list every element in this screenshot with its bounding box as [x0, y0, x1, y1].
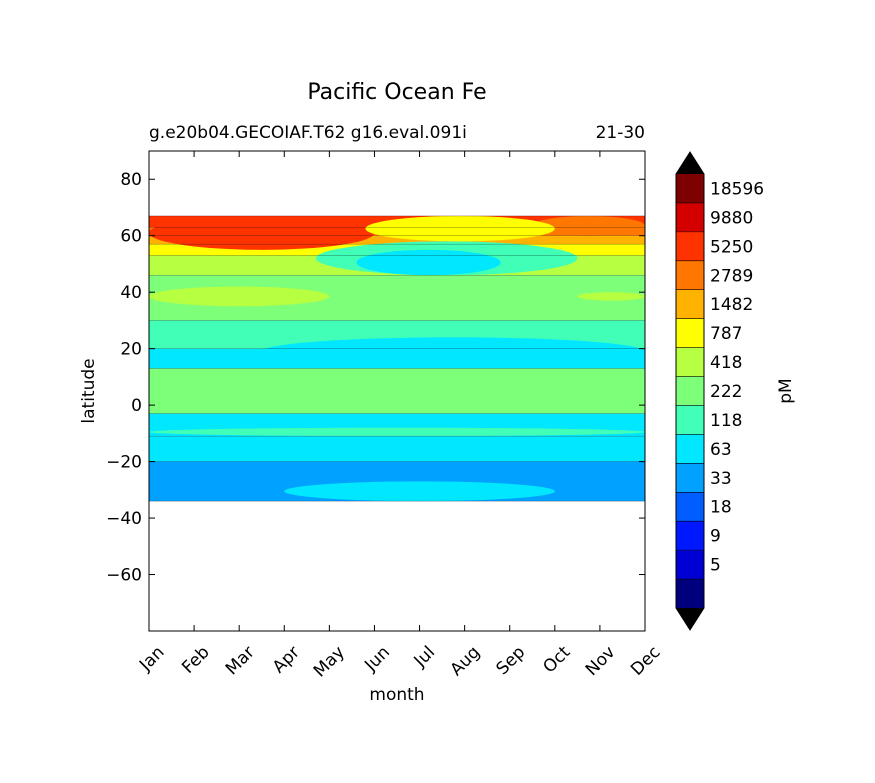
- colorbar-label: pM: [776, 378, 796, 403]
- contour-north-high-fe-winter-right: [532, 215, 645, 236]
- colorbar-label-787: 787: [710, 324, 742, 344]
- colorbar-segment-3: [676, 260, 704, 290]
- colorbar-label-418: 418: [710, 353, 742, 373]
- colorbar-segment-0: [676, 174, 704, 203]
- y-axis-label: latitude: [79, 358, 99, 423]
- x-tick-label-dec: Dec: [627, 642, 664, 679]
- contour-field: [149, 215, 645, 502]
- colorbar-segment-9: [676, 434, 704, 464]
- colorbar-label-2789: 2789: [710, 266, 753, 286]
- chart-title: Pacific Ocean Fe: [307, 80, 486, 105]
- contour-tropics-cyan: [261, 337, 645, 366]
- y-tick-label-6: −40: [106, 509, 142, 529]
- y-tick-label-0: 80: [120, 170, 142, 190]
- colorbar-segment-1: [676, 202, 704, 232]
- colorbar-segment-10: [676, 463, 704, 493]
- contour-north-high-fe-winter-left: [149, 215, 375, 250]
- colorbar-label-33: 33: [710, 469, 732, 489]
- colorbar-segment-13: [676, 550, 704, 580]
- contour-subtropics-teal-south: [149, 427, 645, 437]
- contour-summer-low-fe-north: [356, 249, 501, 276]
- y-tick-label-2: 40: [120, 283, 142, 303]
- x-tick-label-feb: Feb: [178, 642, 213, 677]
- colorbar-segment-5: [676, 318, 704, 348]
- colorbar-segment-12: [676, 521, 704, 551]
- colorbar: 18596 9880 5250 2789 1482 787 418 222 118 63 33 18 9…: [675, 151, 764, 631]
- y-axis: 80 60 40 20 0 −20 −40 −60: [106, 170, 645, 586]
- contour-summer-yellow-north: [365, 215, 555, 242]
- x-tick-label-jan: Jan: [135, 642, 168, 675]
- contour-band-2: [149, 235, 645, 245]
- colorbar-extend-bottom: [676, 608, 704, 630]
- colorbar-label-222: 222: [710, 382, 742, 402]
- x-tick-label-oct: Oct: [539, 642, 574, 677]
- colorbar-segment-11: [676, 492, 704, 522]
- colorbar-segment-7: [676, 376, 704, 406]
- x-tick-label-nov: Nov: [582, 642, 620, 680]
- x-tick-label-jul: Jul: [410, 642, 439, 671]
- colorbar-label-5: 5: [710, 556, 721, 576]
- y-tick-label-1: 60: [120, 227, 142, 247]
- colorbar-label-9880: 9880: [710, 208, 753, 228]
- contour-lime-band-40n-right: [577, 292, 645, 301]
- colorbar-segment-8: [676, 405, 704, 435]
- x-tick-label-mar: Mar: [222, 642, 259, 679]
- colorbar-label-9: 9: [710, 527, 721, 547]
- contour-lime-band-40n: [149, 286, 330, 307]
- contour-band-8: [149, 368, 645, 414]
- x-tick-label-aug: Aug: [447, 642, 485, 680]
- y-tick-label-3: 20: [120, 340, 142, 360]
- chart-subtitle-right: 21-30: [596, 123, 645, 143]
- y-tick-label-4: 0: [131, 396, 142, 416]
- colorbar-label-5250: 5250: [710, 237, 753, 257]
- colorbar-segment-2: [676, 231, 704, 261]
- colorbar-outline: [675, 151, 705, 631]
- colorbar-label-1482: 1482: [710, 295, 753, 315]
- x-tick-label-jun: Jun: [360, 642, 394, 676]
- colorbar-segment-6: [676, 347, 704, 377]
- plot-frame: [148, 150, 646, 632]
- y-tick-label-7: −60: [106, 566, 142, 586]
- contour-band-10: [149, 436, 645, 462]
- colorbar-label-63: 63: [710, 440, 732, 460]
- x-tick-label-sep: Sep: [492, 642, 529, 679]
- chart-subtitle-left: g.e20b04.GECOIAF.T62 g16.eval.091i: [149, 123, 467, 143]
- colorbar-extend-top: [676, 152, 704, 174]
- x-tick-label-may: May: [310, 642, 349, 681]
- contour-south-summer-cyan: [284, 481, 555, 502]
- x-axis-label: month: [369, 685, 424, 705]
- colorbar-label-18: 18: [710, 498, 732, 518]
- colorbar-label-118: 118: [710, 411, 742, 431]
- colorbar-segment-14: [676, 579, 704, 608]
- colorbar-label-18596: 18596: [710, 179, 764, 199]
- y-tick-label-5: −20: [106, 453, 142, 473]
- colorbar-segment-4: [676, 289, 704, 319]
- x-tick-label-apr: Apr: [269, 642, 304, 677]
